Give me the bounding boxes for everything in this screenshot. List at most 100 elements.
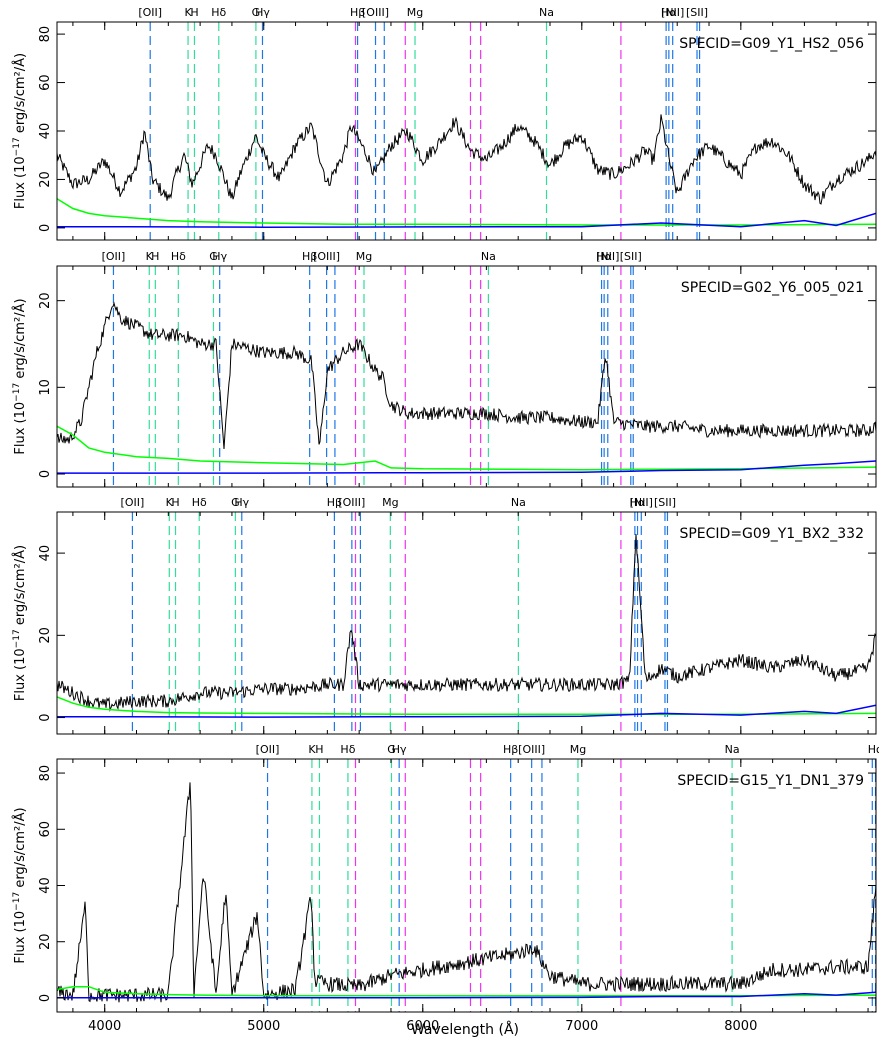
y-tick-label: 20 <box>38 171 53 188</box>
feature-label: Na <box>511 496 526 509</box>
plot-area <box>57 512 876 734</box>
x-tick-label: 7000 <box>565 1019 598 1034</box>
feature-label: Hδ <box>192 496 207 509</box>
panel-title: SPECID=G09_Y1_BX2_332 <box>679 526 864 542</box>
y-tick-label: 80 <box>38 765 53 782</box>
sky-curve <box>57 985 876 997</box>
feature-label: K <box>166 496 174 509</box>
feature-label: [SII] <box>654 496 676 509</box>
error-curve <box>57 991 876 999</box>
feature-label: H <box>190 6 198 19</box>
feature-label: Na <box>539 6 554 19</box>
spectrum-curve <box>57 301 876 450</box>
feature-label: [NII] <box>630 496 653 509</box>
panel-title: SPECID=G15_Y1_DN1_379 <box>677 773 864 789</box>
spectrum-curve <box>57 782 876 1003</box>
feature-label: Hβ <box>302 250 317 263</box>
feature-label: [OII] <box>121 496 145 509</box>
spectrum-curve <box>57 534 876 712</box>
sky-curve <box>57 425 876 471</box>
feature-label: Hγ <box>255 6 270 19</box>
feature-label: Hβ <box>503 743 518 756</box>
y-tick-label: 20 <box>38 292 53 309</box>
feature-label: K <box>308 743 316 756</box>
x-tick-label: 5000 <box>247 1019 280 1034</box>
error-curve <box>57 460 876 474</box>
x-axis-label: Wavelength (Å) <box>411 1021 519 1038</box>
y-tick-label: 60 <box>38 74 53 91</box>
panels: [OII] KH Hδ GHγ Hβ[OIII] Mg Na Hα[NII] [SII]0204… <box>12 6 879 1034</box>
y-tick-label: 10 <box>38 379 53 396</box>
feature-label: [NII] <box>596 250 619 263</box>
feature-label: Hγ <box>392 743 407 756</box>
panel-frame <box>56 511 877 735</box>
x-tick-label: 4000 <box>88 1019 121 1034</box>
sky-curve <box>57 696 876 716</box>
feature-label: G <box>209 250 218 263</box>
spectrum-panel-1: [OII] KH Hδ GHγ Hβ[OIII] Mg Na Hα[NII] [SII] 0 20 4… <box>12 6 877 241</box>
y-tick-label: 40 <box>38 123 53 140</box>
feature-label: G <box>252 6 261 19</box>
spectrum-panel-3: [OII] KH Hδ GHγ Hβ[OIII] Mg Na Hα[NII] [SII] 0 20 4… <box>12 496 877 735</box>
feature-label: H <box>171 496 179 509</box>
y-tick-label: 20 <box>38 627 53 644</box>
feature-label: Hβ <box>327 496 342 509</box>
y-tick-label: 40 <box>38 545 53 562</box>
y-tick-label: 40 <box>38 877 53 894</box>
feature-label: [SII] <box>620 250 642 263</box>
feature-label: G <box>231 496 240 509</box>
feature-label: Na <box>481 250 496 263</box>
spectrum-curve <box>57 114 876 205</box>
y-tick-label: 60 <box>38 821 53 838</box>
feature-label: [SII] <box>686 6 708 19</box>
y-tick-label: 0 <box>38 994 53 1002</box>
feature-label: [OIII] <box>362 6 389 19</box>
feature-label: [OIII] <box>338 496 365 509</box>
feature-label: Hα <box>596 250 612 263</box>
panel-title: SPECID=G09_Y1_HS2_056 <box>679 36 864 52</box>
spectrum-panel-2: [OII] KH Hδ GHγ Hβ[OIII] Mg Na Hα[NII] [SII] 0 10 2… <box>12 250 877 488</box>
y-axis-label: Flux (10−17 erg/s/cm²/Å) <box>12 807 28 963</box>
x-tick-label: 6000 <box>406 1019 439 1034</box>
y-axis-label: Flux (10−17 erg/s/cm²/Å) <box>12 298 28 454</box>
feature-label: Mg <box>382 496 398 509</box>
y-tick-label: 0 <box>38 713 53 721</box>
feature-label: G <box>387 743 396 756</box>
feature-label: Hγ <box>212 250 227 263</box>
feature-label: Mg <box>356 250 372 263</box>
y-axis-label: Flux (10−17 erg/s/cm²/Å) <box>12 53 28 209</box>
panel-title: SPECID=G02_Y6_005_021 <box>681 280 864 296</box>
feature-label: Hα <box>630 496 646 509</box>
feature-label: Hδ <box>211 6 226 19</box>
feature-label: Mg <box>407 6 423 19</box>
feature-label: [OII] <box>102 250 126 263</box>
x-tick-label: 8000 <box>724 1019 757 1034</box>
feature-label: [NII] <box>661 6 684 19</box>
feature-label: K <box>184 6 192 19</box>
feature-label: K <box>146 250 154 263</box>
feature-label: [OIII] <box>518 743 545 756</box>
feature-label: Hβ <box>350 6 365 19</box>
plot-area <box>57 266 876 487</box>
feature-label: Hδ <box>171 250 186 263</box>
feature-label: Na <box>725 743 740 756</box>
feature-label: Hα <box>661 6 677 19</box>
feature-label: Mg <box>570 743 586 756</box>
error-curve <box>57 212 876 228</box>
error-curve <box>57 704 876 718</box>
feature-label: [OIII] <box>313 250 340 263</box>
y-tick-label: 20 <box>38 933 53 950</box>
plot-area <box>57 22 876 240</box>
sky-curve <box>57 198 876 226</box>
feature-label: Hδ <box>340 743 355 756</box>
y-tick-label: 0 <box>38 470 53 478</box>
feature-label: H <box>315 743 323 756</box>
y-axis-label: Flux (10−17 erg/s/cm²/Å) <box>12 545 28 701</box>
y-tick-label: 0 <box>38 224 53 232</box>
feature-label: [OII] <box>256 743 280 756</box>
plot-area <box>57 759 876 1012</box>
feature-label: Hγ <box>234 496 249 509</box>
feature-label: Hα <box>868 743 879 756</box>
spectrum-panel-4: [OII] KH Hδ GHγ Hβ[OIII] Mg Na Hα 4000 5000 6000 70… <box>12 743 879 1034</box>
